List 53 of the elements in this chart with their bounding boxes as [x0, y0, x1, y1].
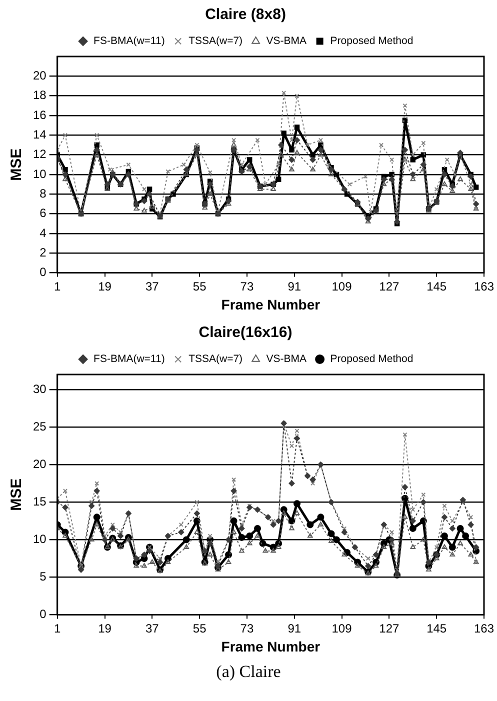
legend-label: TSSA(w=7) [188, 35, 243, 48]
x-tick-label: 109 [332, 279, 352, 294]
chart-title: Claire(16x16) [198, 324, 292, 342]
text: (a) Claire [215, 662, 282, 682]
y-tick-label: 25 [32, 419, 47, 434]
y-tick-label: 6 [40, 206, 47, 220]
y-tick-label: 0 [40, 265, 47, 280]
x-tick-label: 109 [332, 621, 352, 636]
x-axis-title: Frame Number [221, 638, 321, 654]
legend-label: FS-BMA(w=11) [94, 353, 165, 366]
y-axis-title: MSE [8, 478, 26, 511]
y-tick-label: 20 [32, 68, 47, 82]
x-tick-label: 91 [288, 279, 302, 294]
x-tick-label: 1 [54, 279, 62, 294]
x-tick-label: 37 [145, 621, 160, 636]
y-tick-label: 10 [32, 166, 47, 181]
y-tick-label: 8 [40, 186, 47, 200]
x-tick-label: 127 [379, 621, 400, 636]
x-tick-label: 145 [426, 621, 447, 636]
x-tick-label: 163 [474, 279, 494, 294]
y-tick-label: 14 [32, 127, 47, 142]
y-tick-label: 15 [32, 494, 47, 508]
x-tick-label: 55 [192, 279, 207, 294]
x-tick-label: 37 [145, 279, 160, 294]
legend-label: Proposed Method [330, 353, 414, 366]
x-tick-label: 91 [288, 621, 302, 636]
y-tick-label: 4 [40, 226, 47, 240]
x-tick-label: 73 [240, 621, 254, 636]
x-tick-label: 55 [192, 621, 207, 636]
legend-label: Proposed Method [330, 35, 414, 48]
y-tick-label: 10 [32, 532, 47, 546]
x-tick-label: 73 [240, 279, 254, 294]
legend-label: TSSA(w=7) [188, 353, 243, 366]
x-axis-title: Frame Number [221, 296, 321, 312]
y-tick-label: 2 [40, 245, 47, 260]
chart-title: Claire (8x8) [205, 6, 286, 24]
y-axis-title: MSE [8, 148, 26, 181]
y-tick-label: 0 [40, 607, 47, 622]
y-tick-label: 16 [32, 108, 47, 122]
y-tick-label: 18 [32, 88, 47, 102]
x-tick-label: 163 [474, 621, 494, 636]
y-tick-label: 5 [40, 570, 47, 584]
legend-label: VS-BMA [266, 353, 307, 366]
legend-label: VS-BMA [266, 35, 307, 48]
x-tick-label: 145 [426, 279, 447, 294]
x-tick-label: 19 [98, 279, 112, 294]
x-tick-label: 127 [379, 279, 400, 294]
y-tick-label: 30 [32, 382, 47, 396]
legend-label: FS-BMA(w=11) [94, 35, 165, 48]
y-tick-label: 20 [32, 456, 47, 471]
x-tick-label: 1 [54, 621, 62, 636]
x-tick-label: 19 [98, 621, 112, 636]
y-tick-label: 12 [32, 147, 47, 162]
